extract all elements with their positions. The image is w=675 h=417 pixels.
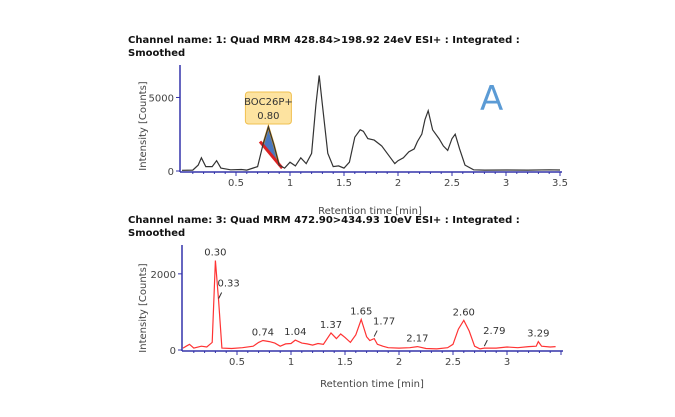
- chart-title: Channel name: 1: Quad MRM 428.84>198.92 …: [128, 35, 520, 46]
- peak-label: 0.74: [252, 327, 274, 338]
- peak-annotation-box: [244, 91, 292, 125]
- peak-label: 2.17: [406, 334, 428, 345]
- peak-label: 0.33: [218, 279, 240, 290]
- chart-title: Channel name: 3: Quad MRM 472.90>434.93 …: [128, 215, 520, 226]
- x-tick-label: 3: [503, 178, 509, 189]
- x-tick-label: 1.5: [336, 178, 352, 189]
- x-axis-label: Retention time [min]: [320, 379, 424, 390]
- chart-title-line2: Smoothed: [128, 48, 185, 59]
- peak-label: 3.29: [527, 329, 549, 340]
- x-tick-label: 1: [288, 357, 294, 368]
- peak-label: 1.04: [284, 327, 306, 338]
- chromatogram-trace: [182, 260, 556, 350]
- chart-title-line2: Smoothed: [128, 228, 185, 239]
- peak-label-pointer: [373, 330, 378, 337]
- x-tick-label: 3.5: [552, 178, 568, 189]
- chart-top: Channel name: 1: Quad MRM 428.84>198.92 …: [128, 35, 568, 217]
- y-tick-label: 5000: [149, 93, 174, 104]
- y-tick-label: 0: [168, 167, 174, 178]
- peak-label: 1.65: [350, 307, 372, 318]
- y-tick-label: 2000: [151, 270, 176, 281]
- x-tick-label: 2: [396, 357, 402, 368]
- x-tick-label: 3: [504, 357, 510, 368]
- x-tick-label: 1: [287, 178, 293, 189]
- peak-annotation-rt: 0.80: [257, 111, 279, 122]
- chromatogram-trace: [181, 75, 561, 171]
- x-tick-label: 0.5: [228, 178, 244, 189]
- x-tick-label: 2.5: [444, 178, 460, 189]
- peak-label-pointer: [483, 339, 488, 347]
- peak-label: 0.30: [204, 248, 226, 259]
- chart-bottom: Channel name: 3: Quad MRM 472.90>434.93 …: [128, 215, 563, 390]
- y-tick-label: 0: [170, 346, 176, 357]
- y-axis-label: Intensity [Counts]: [138, 81, 149, 171]
- x-tick-label: 0.5: [229, 357, 245, 368]
- x-tick-label: 2.5: [445, 357, 461, 368]
- peak-label: 2.60: [453, 307, 475, 318]
- panel-label: A: [480, 79, 503, 119]
- peak-annotation-name: BOC26P+: [244, 97, 293, 108]
- x-tick-label: 1.5: [337, 357, 353, 368]
- x-tick-label: 2: [395, 178, 401, 189]
- x-axis-label: Retention time [min]: [318, 206, 422, 217]
- peak-label: 1.37: [320, 320, 342, 331]
- peak-label-pointer: [218, 292, 223, 299]
- peak-label: 2.79: [483, 326, 505, 337]
- peak-label: 1.77: [373, 317, 395, 328]
- y-axis-label: Intensity [Counts]: [138, 263, 149, 353]
